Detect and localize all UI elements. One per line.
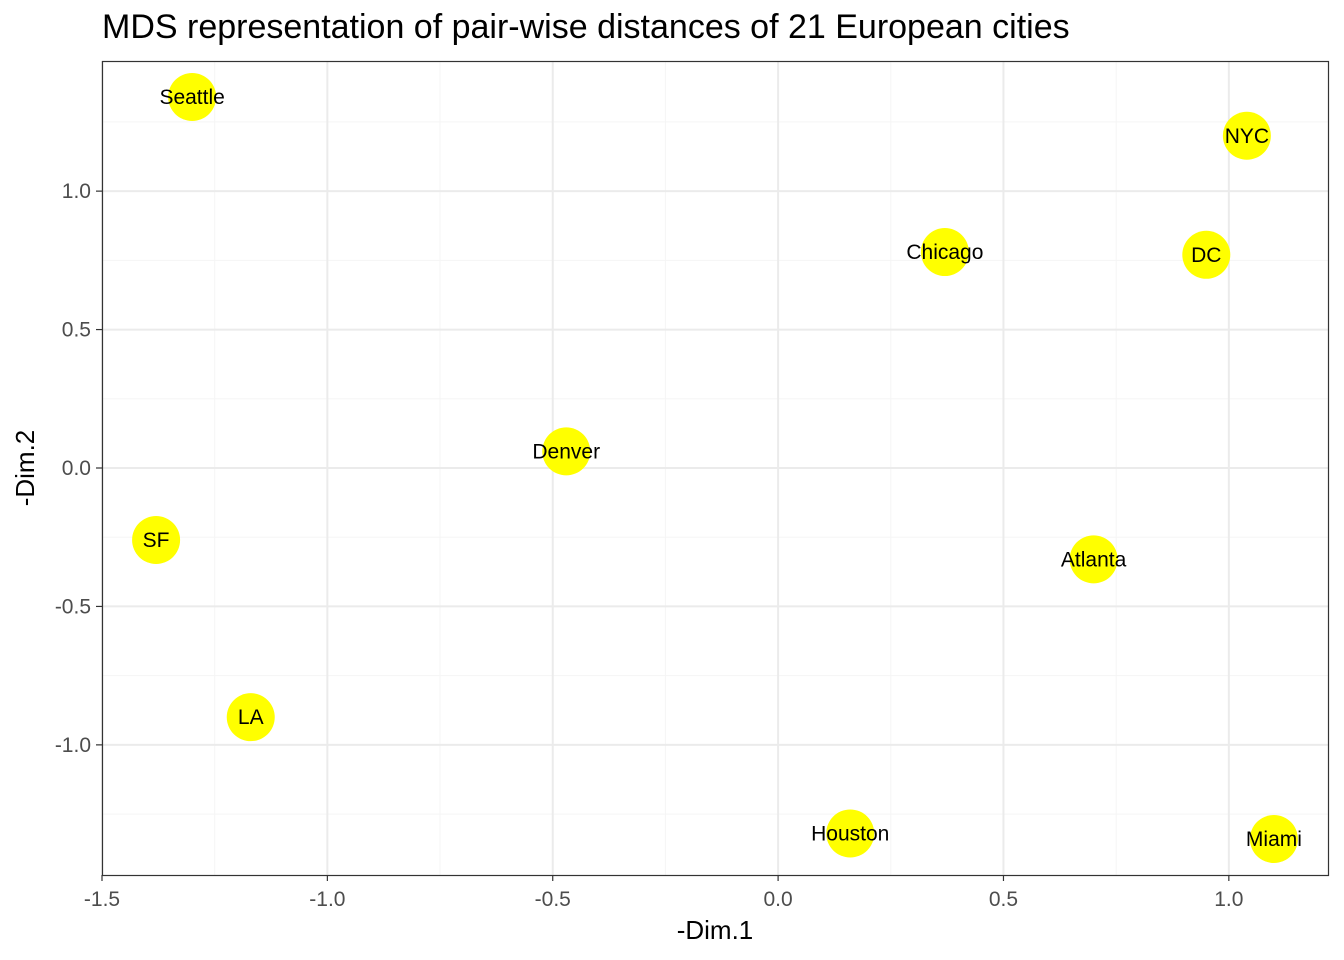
x-axis: -1.5 -1.0 -0.5 0.0 0.5 1.0 [84, 875, 1243, 911]
point-houston [826, 809, 875, 858]
point-label-la: LA [238, 706, 264, 729]
y-tick-label: -1.0 [55, 734, 91, 757]
point-la [226, 693, 275, 742]
point-miami [1249, 815, 1298, 864]
point-sf [132, 515, 181, 564]
point-label-dc: DC [1191, 244, 1221, 267]
point-seattle [168, 72, 217, 121]
chart-title: MDS representation of pair-wise distance… [102, 8, 1070, 46]
y-axis-title: -Dim.2 [10, 430, 40, 507]
y-tick-label: 0.0 [62, 457, 91, 480]
point-label-chicago: Chicago [906, 241, 983, 264]
point-chicago [920, 228, 969, 277]
y-tick-label: 0.5 [62, 319, 91, 342]
point-label-denver: Denver [532, 440, 600, 463]
point-dc [1182, 230, 1231, 279]
y-tick-label: 1.0 [62, 180, 91, 203]
point-denver [542, 427, 591, 476]
x-tick-label: 1.0 [1214, 888, 1243, 911]
y-tick-label: -0.5 [55, 595, 91, 618]
point-label-houston: Houston [811, 822, 889, 845]
panel-border [101, 60, 1330, 877]
x-tick-label: -0.5 [535, 888, 571, 911]
x-tick-label: -1.0 [309, 888, 345, 911]
point-label-miami: Miami [1246, 828, 1302, 851]
x-tick-label: 0.5 [989, 888, 1018, 911]
point-nyc [1222, 111, 1271, 160]
x-axis-title: -Dim.1 [677, 915, 754, 945]
point-label-seattle: Seattle [159, 86, 224, 109]
y-axis: -1.0 -0.5 0.0 0.5 1.0 [55, 180, 102, 757]
points-layer: Seattle NYC Chicago DC Denver SF Atlanta LA Hous… [132, 72, 1302, 864]
point-atlanta [1069, 535, 1118, 584]
minor-grid [102, 61, 1328, 875]
x-tick-label: 0.0 [764, 888, 793, 911]
point-label-nyc: NYC [1225, 125, 1269, 148]
point-label-atlanta: Atlanta [1061, 548, 1127, 571]
x-tick-label: -1.5 [84, 888, 120, 911]
point-label-sf: SF [143, 529, 170, 552]
